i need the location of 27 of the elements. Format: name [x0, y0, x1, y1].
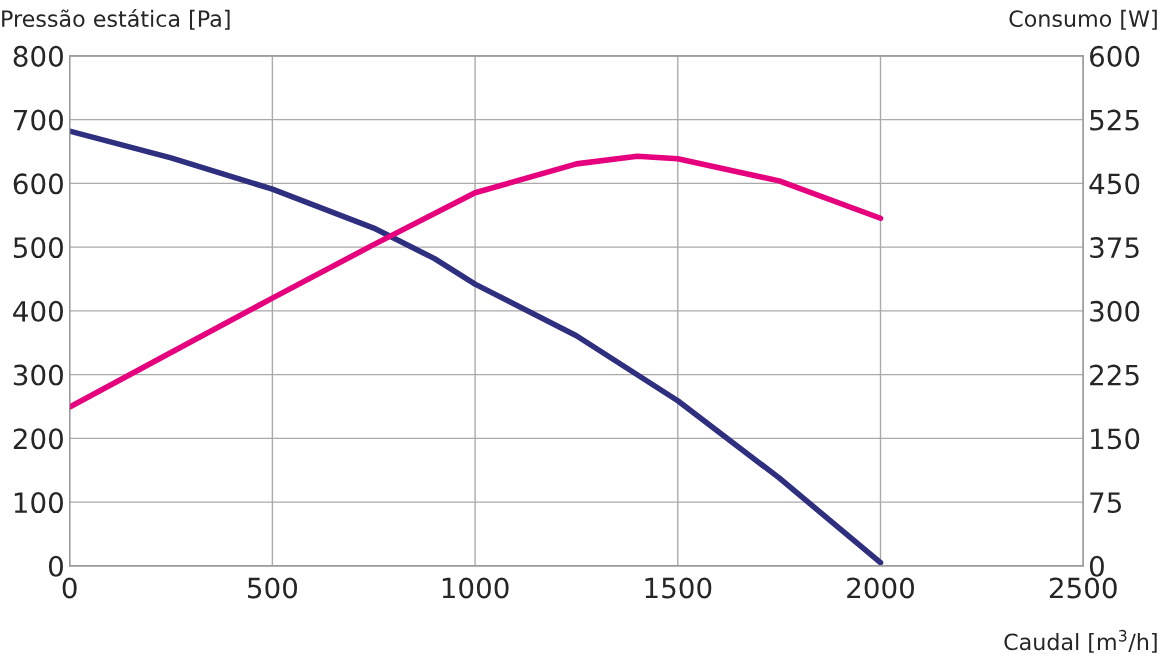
y2-tick-label: 75	[1090, 492, 1121, 514]
y2-tick-label: 150	[1091, 428, 1140, 450]
x-tick-label: 500	[248, 577, 298, 599]
y2-tick-label: 225	[1090, 364, 1139, 386]
y-tick-label: 600	[13, 173, 63, 195]
y2-tick-label: 450	[1089, 173, 1140, 195]
y-tick-label: 100	[14, 492, 63, 514]
y-tick-label: 700	[14, 109, 63, 131]
y2-tick-label: 600	[1090, 45, 1140, 67]
y-tick-label: 800	[13, 45, 63, 67]
x-axis-title: Caudal [m$^{3}$/h]	[1004, 629, 1157, 653]
y-tick-label: 300	[13, 364, 63, 386]
x-tick-label: 2000	[847, 577, 914, 599]
y-tick-label: 0	[48, 555, 63, 577]
x-tick-label: 1000	[442, 577, 509, 599]
y2-axis-title: Consumo [W]	[1009, 9, 1157, 30]
x-tick-label: 0	[62, 577, 77, 599]
y-tick-label: 500	[13, 237, 63, 259]
y-axis-title: Pressão estática [Pa]	[2, 8, 230, 30]
x-tick-label: 2500	[1049, 577, 1117, 599]
y2-tick-label: 375	[1090, 237, 1139, 259]
x-tick-label: 1500	[645, 577, 712, 599]
y2-tick-label: 300	[1090, 300, 1140, 322]
y-tick-label: 400	[13, 300, 63, 322]
y2-tick-label: 0	[1089, 555, 1104, 577]
y-tick-label: 200	[13, 428, 63, 450]
y2-tick-label: 525	[1090, 109, 1139, 131]
